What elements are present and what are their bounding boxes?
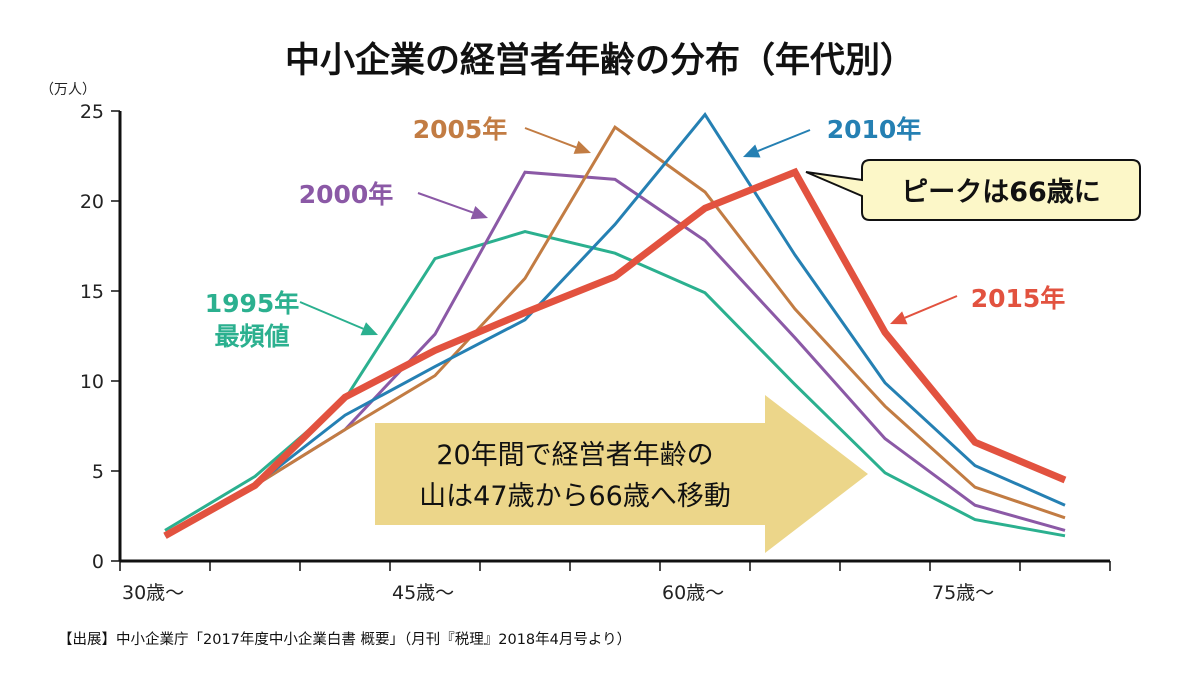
pointer-arrowhead-2010 [743,144,761,158]
pointer-line-2000 [417,192,474,214]
series-label-2000: 2000年 [299,180,394,209]
series-label-2010: 2010年 [827,115,922,144]
pointer-line-1995 [299,301,364,330]
y-axis-unit: （万人） [40,82,96,98]
x-tick-label: 30歳〜 [122,582,184,604]
pointer-line-2015 [904,295,958,319]
y-tick-label: 20 [80,191,104,213]
source-note: 【出展】中小企業庁「2017年度中小企業白書 概要」（月刊『税理』2018年4月… [58,630,631,648]
peak-callout-bubble [805,159,1141,221]
y-tick-label: 5 [92,461,104,483]
chart-title: 中小企業の経営者年齢の分布（年代別） [285,40,915,81]
x-tick-label: 60歳〜 [662,582,724,604]
y-tick-label: 25 [80,101,104,123]
series-line-2010 [164,112,1066,538]
series-label-2015: 2015年 [971,284,1066,313]
series-line-2015 [163,167,1067,539]
series-label-1995: 1995年 [205,289,300,318]
shift-arrow-line-1: 20年間で経営者年齢の [436,440,713,471]
peak-callout-text: ピークは66歳に [901,177,1101,208]
peak-callout: ピークは66歳に [805,159,1141,221]
y-tick-label: 0 [92,551,104,573]
shift-arrow-line-2: 山は47歳から66歳へ移動 [419,481,731,512]
annotation-layer: 20年間で経営者年齢の 山は47歳から66歳へ移動 [375,395,868,553]
pointer-arrowhead-2000 [470,206,488,220]
shift-arrow-shape [375,395,868,553]
y-tick-label: 10 [80,371,104,393]
pointer-arrowhead-1995 [360,322,378,336]
series-sublabel-1995: 最頻値 [214,322,289,351]
pointer-arrowhead-2005 [573,140,591,154]
pointer-line-2005 [524,127,577,149]
series-line-2005 [164,125,1066,538]
y-tick-label: 15 [80,281,104,303]
series-lines [163,112,1067,539]
pointer-line-2010 [757,129,811,152]
x-tick-label: 45歳〜 [392,582,454,604]
series-label-2005: 2005年 [413,115,508,144]
pointer-arrowhead-2015 [890,311,908,325]
x-tick-label: 75歳〜 [932,582,994,604]
axes: 0 5 10 15 20 25 30歳〜 45歳〜 60歳〜 75歳〜 [80,101,1111,604]
